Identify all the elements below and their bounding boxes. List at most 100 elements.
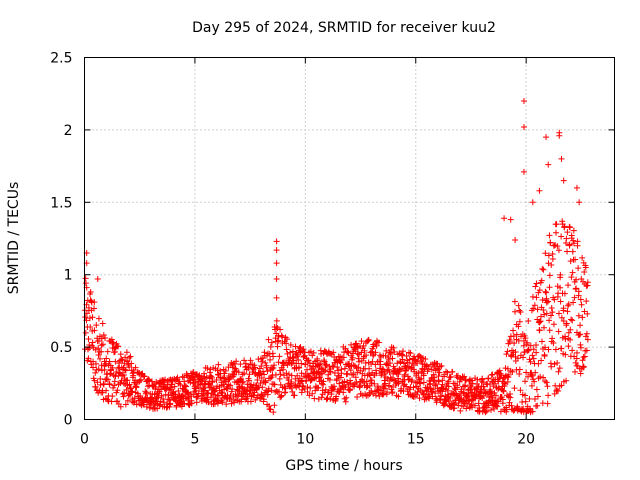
data-point (520, 354, 527, 361)
data-point (327, 395, 334, 402)
data-point (265, 336, 272, 343)
data-point (377, 387, 384, 394)
data-point (137, 376, 144, 383)
data-point (517, 387, 524, 394)
data-point (247, 398, 254, 405)
data-point (440, 402, 447, 409)
data-point (526, 395, 533, 402)
x-tick-label: 10 (296, 432, 314, 448)
data-point (461, 373, 468, 380)
data-point (538, 277, 545, 284)
data-point (101, 366, 108, 373)
data-point (273, 260, 280, 267)
data-point (557, 284, 564, 291)
data-point (438, 362, 445, 369)
data-point (562, 351, 569, 358)
data-point (287, 342, 294, 349)
data-point (565, 301, 572, 308)
data-point (205, 381, 212, 388)
data-point (389, 355, 396, 362)
data-point (488, 388, 495, 395)
data-point (111, 378, 118, 385)
data-point (355, 355, 362, 362)
data-point (85, 336, 92, 343)
data-point (295, 364, 302, 371)
plot-frame (84, 57, 615, 420)
data-point (97, 375, 104, 382)
data-point (522, 378, 529, 385)
data-point (557, 298, 564, 305)
data-point (262, 379, 269, 386)
data-point (579, 314, 586, 321)
data-point (560, 318, 567, 325)
data-point (570, 240, 577, 247)
data-point (215, 392, 222, 399)
data-point (536, 187, 543, 194)
data-point (267, 356, 274, 363)
data-point (320, 378, 327, 385)
data-point (194, 393, 201, 400)
data-point (258, 362, 265, 369)
data-point (387, 360, 394, 367)
data-point (530, 305, 537, 312)
data-point (327, 368, 334, 375)
data-point (283, 340, 290, 347)
data-point (276, 375, 283, 382)
data-point (99, 389, 106, 396)
data-point (395, 371, 402, 378)
data-point (136, 377, 143, 384)
data-point (278, 392, 285, 399)
data-point (292, 343, 299, 350)
data-point (534, 306, 541, 313)
data-point (377, 361, 384, 368)
y-tick-label: 2 (64, 123, 73, 139)
data-point (541, 344, 548, 351)
data-point (406, 356, 413, 363)
data-point (568, 274, 575, 281)
data-point (104, 376, 111, 383)
data-point (347, 377, 354, 384)
data-point (271, 362, 278, 369)
data-point (331, 369, 338, 376)
data-point (579, 357, 586, 364)
data-point (329, 363, 336, 370)
data-point (525, 373, 532, 380)
axis-ticks (84, 57, 615, 420)
data-point (375, 339, 382, 346)
data-point (564, 308, 571, 315)
data-point (344, 370, 351, 377)
data-point (546, 317, 553, 324)
data-point (403, 352, 410, 359)
data-point (361, 347, 368, 354)
data-point (300, 346, 307, 353)
data-point (492, 392, 499, 399)
data-point (318, 394, 325, 401)
data-point (555, 328, 562, 335)
data-point (109, 364, 116, 371)
data-point (538, 357, 545, 364)
data-point (353, 379, 360, 386)
data-point (93, 322, 100, 329)
data-point (432, 390, 439, 397)
data-point (541, 311, 548, 318)
data-point (564, 248, 571, 255)
data-point (356, 358, 363, 365)
data-point (575, 312, 582, 319)
data-point (530, 355, 537, 362)
data-point (289, 388, 296, 395)
grid (84, 57, 615, 420)
data-point (500, 388, 507, 395)
data-point (82, 329, 89, 336)
data-point (516, 366, 523, 373)
data-point (539, 265, 546, 272)
data-point (254, 376, 261, 383)
data-point (87, 289, 94, 296)
data-point (239, 371, 246, 378)
data-point (123, 386, 130, 393)
data-point (423, 388, 430, 395)
data-point (333, 375, 340, 382)
data-point (98, 367, 105, 374)
data-point (336, 380, 343, 387)
data-point (237, 361, 244, 368)
data-point (567, 326, 574, 333)
